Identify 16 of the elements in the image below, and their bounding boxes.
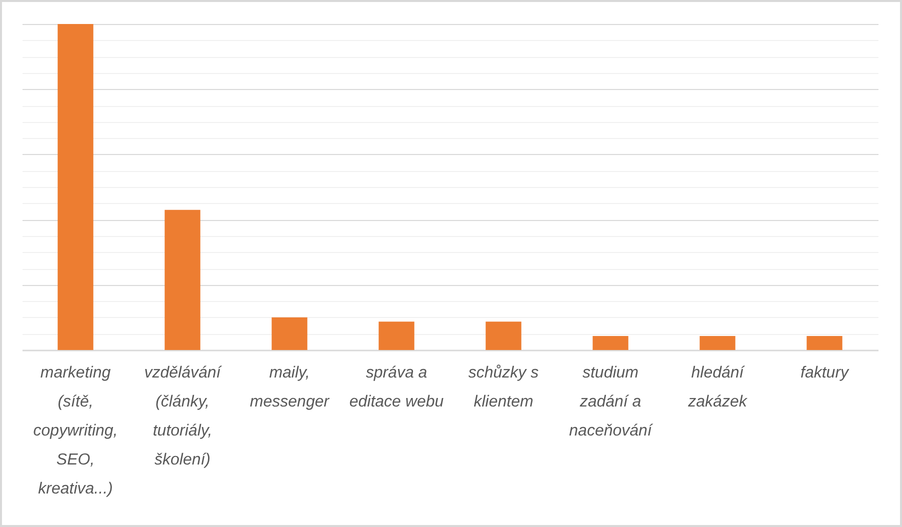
x-tick-label: správa a editace webu	[349, 364, 444, 410]
x-tick-label: schůzky s klientem	[468, 364, 539, 410]
x-tick-label: maily, messenger	[250, 364, 330, 410]
bar	[806, 336, 842, 350]
x-tick-label: studium zadání a naceňování	[569, 364, 654, 440]
bar	[272, 317, 308, 350]
bar	[592, 336, 628, 350]
bar	[58, 24, 94, 350]
bar	[164, 210, 200, 350]
x-tick-label: marketing (sítě, copywriting, SEO, kreativa...)	[33, 364, 118, 498]
x-tick-label: vzdělávání (články, tutoriály, školení)	[144, 364, 222, 468]
bar	[486, 322, 522, 350]
x-tick-label: hledání zakázek	[687, 364, 748, 410]
bar	[700, 336, 736, 350]
x-tick-label: faktury	[800, 364, 850, 382]
bar	[378, 322, 414, 350]
